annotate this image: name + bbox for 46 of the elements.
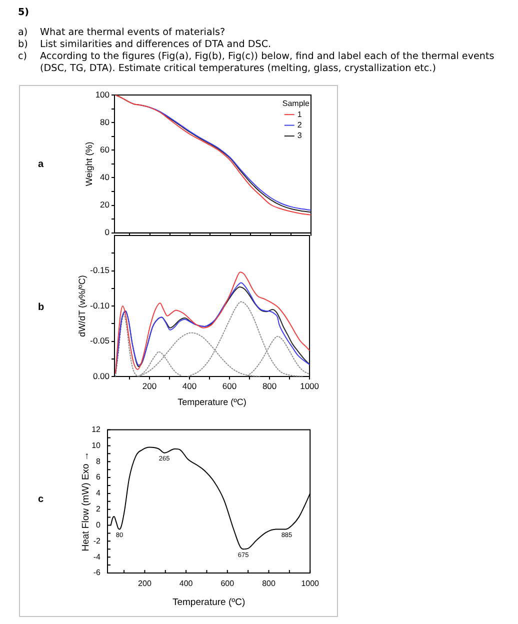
y-tick-label: 0 bbox=[104, 227, 110, 238]
y-tick-label: 8 bbox=[96, 456, 102, 466]
y-axis-title: Weight (%) bbox=[84, 142, 94, 186]
y-tick-label: 4 bbox=[96, 488, 102, 498]
text: b bbox=[38, 301, 44, 315]
y-tick-label: -2 bbox=[93, 536, 102, 546]
y-tick-label: 0.00 bbox=[92, 370, 110, 381]
y-tick-label: 6 bbox=[96, 472, 102, 482]
y-tick-label: 0 bbox=[96, 520, 102, 530]
legend-label: 2 bbox=[297, 120, 302, 130]
x-tick-label: 400 bbox=[182, 380, 197, 391]
y-tick-label: 20 bbox=[100, 200, 110, 210]
text: c) According to the figures (Fig(a), Fig(b), Fig(c)) below, find and label each of the thermal events (DSC, TG, DTA). Estimate critical temperatures (melting, glass, crystallization etc.) bbox=[18, 51, 494, 74]
y-tick-label: 100 bbox=[95, 89, 110, 100]
text: a bbox=[38, 158, 44, 172]
y-tick-label: -0.05 bbox=[90, 336, 110, 346]
legend-label: 1 bbox=[297, 110, 302, 119]
y-axis-title: Heat Flow (mW) Exo → bbox=[80, 452, 92, 552]
y-tick-label: 2 bbox=[96, 504, 102, 514]
y-tick-label: -6 bbox=[93, 568, 102, 578]
x-tick-label: 200 bbox=[138, 579, 152, 588]
y-tick-label: 12 bbox=[92, 425, 102, 434]
y-tick-label: 80 bbox=[100, 116, 110, 127]
y-tick-label: 40 bbox=[100, 172, 110, 182]
x-tick-label: 400 bbox=[179, 579, 194, 588]
legend-title: Sample bbox=[282, 99, 310, 108]
y-tick-label: -4 bbox=[93, 552, 102, 562]
x-axis-title: Temperature (ºC) bbox=[172, 596, 246, 608]
y-tick-label: -0.10 bbox=[90, 300, 110, 310]
text: a) What are thermal events of materials? bbox=[18, 27, 226, 38]
x-tick-label: 600 bbox=[220, 579, 235, 588]
x-tick-label: 600 bbox=[222, 380, 237, 391]
x-tick-label: 1000 bbox=[301, 579, 320, 588]
text: 5) bbox=[18, 6, 30, 20]
y-tick-label: 10 bbox=[92, 440, 102, 450]
x-tick-label: 1000 bbox=[300, 380, 320, 391]
y-tick-label: 60 bbox=[100, 144, 110, 155]
x-tick-label: 800 bbox=[262, 380, 277, 391]
legend-label: 3 bbox=[297, 131, 302, 140]
text: c bbox=[38, 493, 44, 507]
x-tick-label: 200 bbox=[142, 380, 157, 391]
y-tick-label: -0.15 bbox=[90, 265, 110, 276]
text: b) List similarities and differences of DTA and DSC. bbox=[18, 39, 272, 50]
x-tick-label: 800 bbox=[262, 579, 276, 588]
x-axis-title: Temperature (ºC) bbox=[178, 397, 246, 408]
y-axis-title: dW/dT (w%/ºC) bbox=[76, 275, 87, 337]
